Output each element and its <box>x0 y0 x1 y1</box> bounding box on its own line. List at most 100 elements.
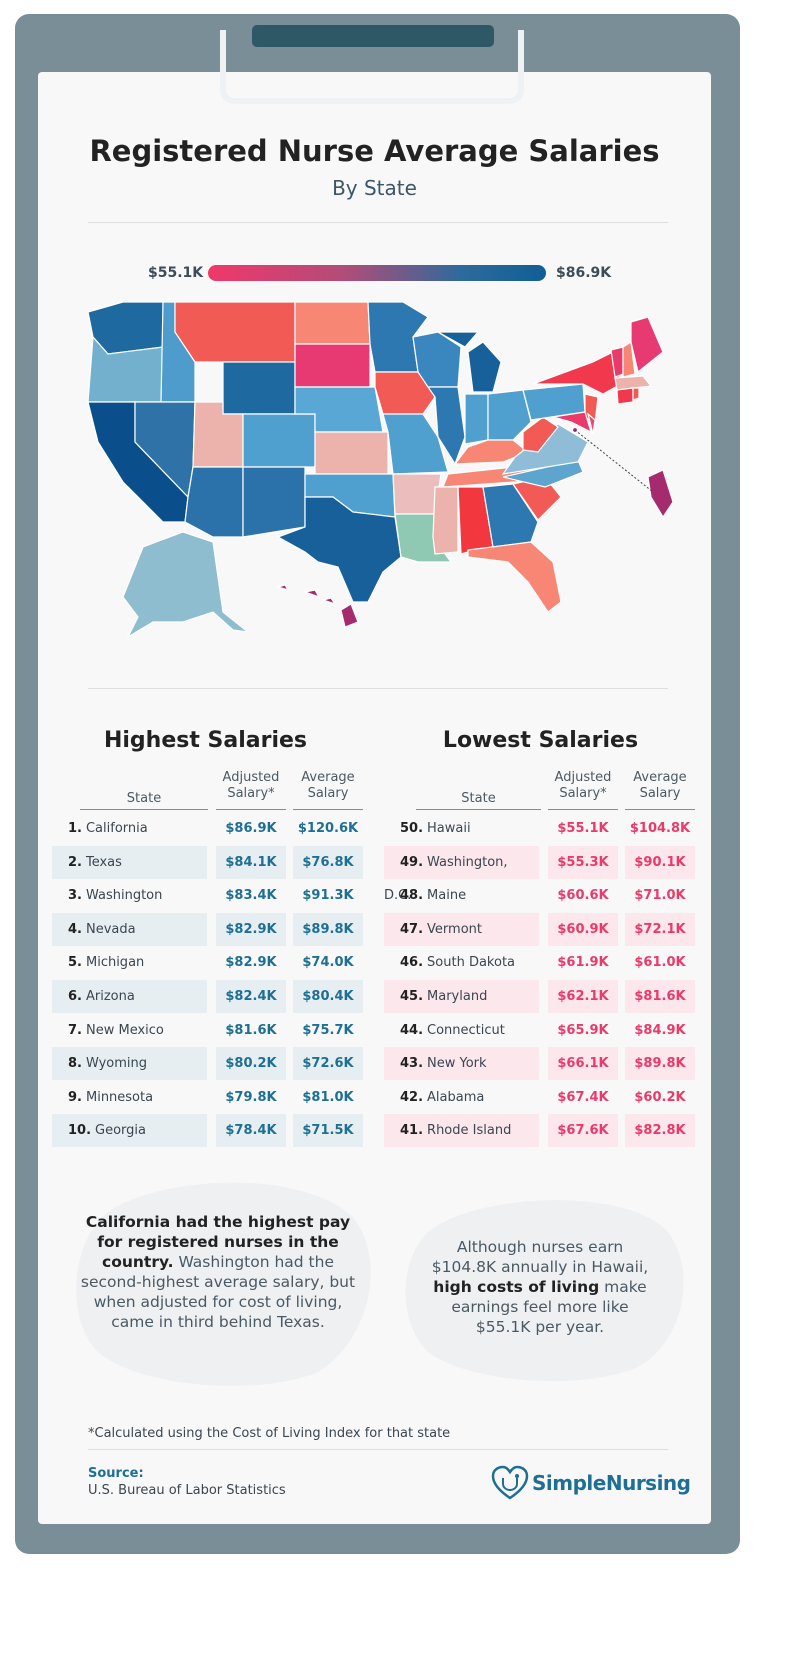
row-state: 47. Vermont <box>384 912 539 946</box>
lowest-col-adjusted: Adjusted Salary* <box>554 770 612 801</box>
row-adjusted-salary: $86.9K <box>225 821 277 836</box>
divider <box>88 222 668 223</box>
brand-name: SimpleNursing <box>532 1471 691 1495</box>
row-state-name: Maine <box>427 888 467 904</box>
highest-col-average: Average Salary <box>301 770 355 801</box>
header-underline <box>416 809 541 810</box>
note-california: California had the highest pay for regis… <box>80 1213 356 1331</box>
row-rank: 4. <box>68 921 82 937</box>
row-adjusted-salary: $82.4K <box>216 980 286 1013</box>
state-dc-inset <box>647 469 673 519</box>
row-adjusted-salary: $79.8K <box>225 1089 277 1105</box>
row-adjusted-salary: $65.9K <box>557 1022 609 1038</box>
state-georgia <box>482 483 539 548</box>
state-delaware <box>586 412 596 435</box>
state-wyoming <box>222 361 296 415</box>
state-ohio <box>487 389 532 441</box>
row-state: 48. Maine <box>384 879 539 912</box>
row-state-name: Connecticut <box>427 1022 505 1038</box>
row-rank: 5. <box>68 955 82 971</box>
row-state-name: South Dakota <box>427 955 516 971</box>
row-adjusted-salary: $82.9K <box>216 912 286 946</box>
row-average-salary: $75.7K <box>302 1022 354 1038</box>
row-state: 4. Nevada <box>52 912 207 946</box>
header-underline <box>216 809 286 810</box>
lowest-title: Lowest Salaries <box>442 728 639 753</box>
row-state-name: Rhode Island <box>427 1123 512 1139</box>
page-title: Registered Nurse Average Salaries <box>89 134 660 168</box>
footnote: *Calculated using the Cost of Living Ind… <box>88 1426 451 1441</box>
state-hawaii <box>275 584 359 628</box>
divider <box>88 688 668 689</box>
row-state: 7. New Mexico <box>52 1014 207 1047</box>
row-rank: 2. <box>68 854 82 870</box>
state-maryland <box>552 411 592 434</box>
state-north-dakota <box>294 301 371 345</box>
row-rank: 46. <box>400 955 424 971</box>
row-state-name: Hawaii <box>427 821 471 836</box>
row-state: 9. Minnesota <box>52 1081 207 1114</box>
state-west-virginia <box>522 416 559 453</box>
row-average-salary: $120.6K <box>297 821 359 836</box>
row-state-name: Wyoming <box>85 1056 148 1072</box>
row-rank: 6. <box>68 989 82 1004</box>
row-average-salary: $81.0K <box>302 1089 354 1105</box>
row-state: 44. Connecticut <box>384 1014 539 1047</box>
row-average-salary: $72.6K <box>293 1047 363 1081</box>
row-state: 2. Texas <box>52 845 207 879</box>
row-state-name: Alabama <box>427 1089 485 1105</box>
row-rank: 41. <box>400 1123 424 1139</box>
legend-gradient-bar <box>208 265 546 281</box>
row-average-salary: $82.8K <box>625 1114 695 1148</box>
row-state: 46. South Dakota <box>384 946 539 979</box>
row-adjusted-salary: $60.6K <box>557 888 609 904</box>
row-rank: 47. <box>400 921 424 937</box>
highest-col-state: State <box>126 791 162 806</box>
row-average-salary: $71.5K <box>293 1114 363 1148</box>
note-hawaii: Although nurses earn $104.8K annually in… <box>431 1238 649 1336</box>
row-state-name: California <box>85 821 148 836</box>
row-average-salary: $76.8K <box>293 845 363 879</box>
row-adjusted-salary: $67.4K <box>557 1089 609 1105</box>
row-state: 1. California <box>52 812 207 845</box>
note-blob-right <box>405 1200 684 1382</box>
state-arizona <box>184 466 244 538</box>
row-adjusted-salary: $60.9K <box>548 912 618 946</box>
row-state-name: New Mexico <box>85 1022 164 1038</box>
row-rank: 3. <box>68 888 82 904</box>
row-adjusted-salary: $80.2K <box>216 1047 286 1081</box>
state-alaska <box>122 531 251 639</box>
row-adjusted-salary: $82.9K <box>225 955 277 971</box>
state-indiana <box>464 393 489 445</box>
row-average-salary: $104.8K <box>629 821 691 836</box>
paper-sheet: Registered Nurse Average Salaries By Sta… <box>38 72 711 1524</box>
row-average-salary: $90.1K <box>625 845 695 879</box>
row-state: 49. Washington, D.C. <box>384 845 539 903</box>
state-kansas <box>314 431 389 475</box>
row-rank: 50. <box>400 821 424 836</box>
state-texas <box>276 496 402 603</box>
note-blob-left <box>76 1182 371 1386</box>
state-connecticut <box>616 387 634 405</box>
row-state: 10. Georgia <box>52 1114 207 1148</box>
us-states-map <box>87 301 673 639</box>
clipboard-clip <box>220 30 524 104</box>
state-rhode-island <box>632 387 640 401</box>
row-rank: 9. <box>68 1089 82 1105</box>
row-adjusted-salary: $83.4K <box>225 888 277 904</box>
row-rank: 8. <box>68 1056 82 1072</box>
state-florida <box>467 541 562 613</box>
row-state-name: Michigan <box>85 955 145 971</box>
row-adjusted-salary: $78.4K <box>216 1114 286 1148</box>
row-adjusted-salary: $66.1K <box>548 1047 618 1081</box>
row-rank: 48. <box>400 888 424 904</box>
state-new-mexico <box>242 466 306 538</box>
row-rank: 45. <box>400 989 424 1004</box>
row-adjusted-salary: $61.9K <box>557 955 609 971</box>
source-text: U.S. Bureau of Labor Statistics <box>88 1483 286 1498</box>
row-average-salary: $71.0K <box>634 888 686 904</box>
row-rank: 10. <box>68 1123 92 1139</box>
state-maine <box>630 316 664 374</box>
header-underline <box>625 809 695 810</box>
row-adjusted-salary: $81.6K <box>225 1022 277 1038</box>
